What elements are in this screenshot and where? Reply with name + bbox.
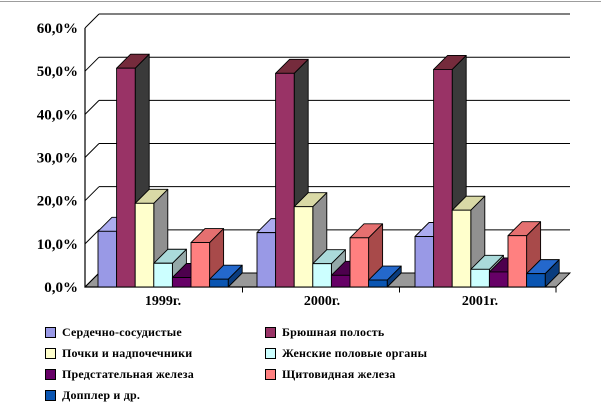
bar-s4-c0 <box>171 277 192 288</box>
y-axis-tick-label: 60,0% <box>37 21 78 37</box>
y-axis-tick-label: 40,0% <box>37 107 78 123</box>
x-axis-category-label: 2000г. <box>304 294 340 309</box>
bar-s1-c2 <box>433 69 453 288</box>
bar-s2-c1 <box>293 206 314 288</box>
y-axis-tick-label: 10,0% <box>37 237 78 253</box>
gridline-stub <box>84 272 100 288</box>
bar-s2-c2 <box>451 209 472 288</box>
y-axis-tick-label: 30,0% <box>37 151 78 167</box>
bar-s0-c2 <box>414 236 435 288</box>
gridline-stub <box>84 143 100 158</box>
bar-s2-c0 <box>134 202 155 288</box>
bar-s5-c1 <box>349 237 370 288</box>
y-axis-tick-label: 0,0% <box>44 280 78 296</box>
bar-s3-c2 <box>470 268 490 288</box>
bar-s3-c0 <box>153 262 173 288</box>
bar-s5-c2 <box>507 235 528 288</box>
bar-s4-c1 <box>330 274 351 288</box>
gridline-stub <box>84 56 100 72</box>
y-axis-tick-label: 20,0% <box>37 194 78 210</box>
bar-s6-c2 <box>526 273 546 288</box>
gridline-stub <box>84 13 100 29</box>
bar-s1-c1 <box>275 72 295 288</box>
y-axis-tick-label: 50,0% <box>37 64 78 80</box>
gridline-stub <box>84 229 100 245</box>
bar-s3-c1 <box>312 263 332 288</box>
bar-s1-c0 <box>116 67 136 288</box>
bar-s6-c0 <box>209 278 229 288</box>
bar-s6-c1 <box>368 279 388 288</box>
gridline-stub <box>84 100 100 115</box>
bar-s4-c2 <box>488 271 509 288</box>
bar-s5-c0 <box>190 242 211 288</box>
x-axis-category-label: 2001г. <box>462 294 498 309</box>
x-axis-category-label: 1999г. <box>145 294 181 309</box>
bar-s0-c0 <box>97 230 118 288</box>
bar-s0-c1 <box>256 232 277 288</box>
gridline-stub <box>84 186 100 202</box>
chart-frame-top-border <box>0 1 601 2</box>
